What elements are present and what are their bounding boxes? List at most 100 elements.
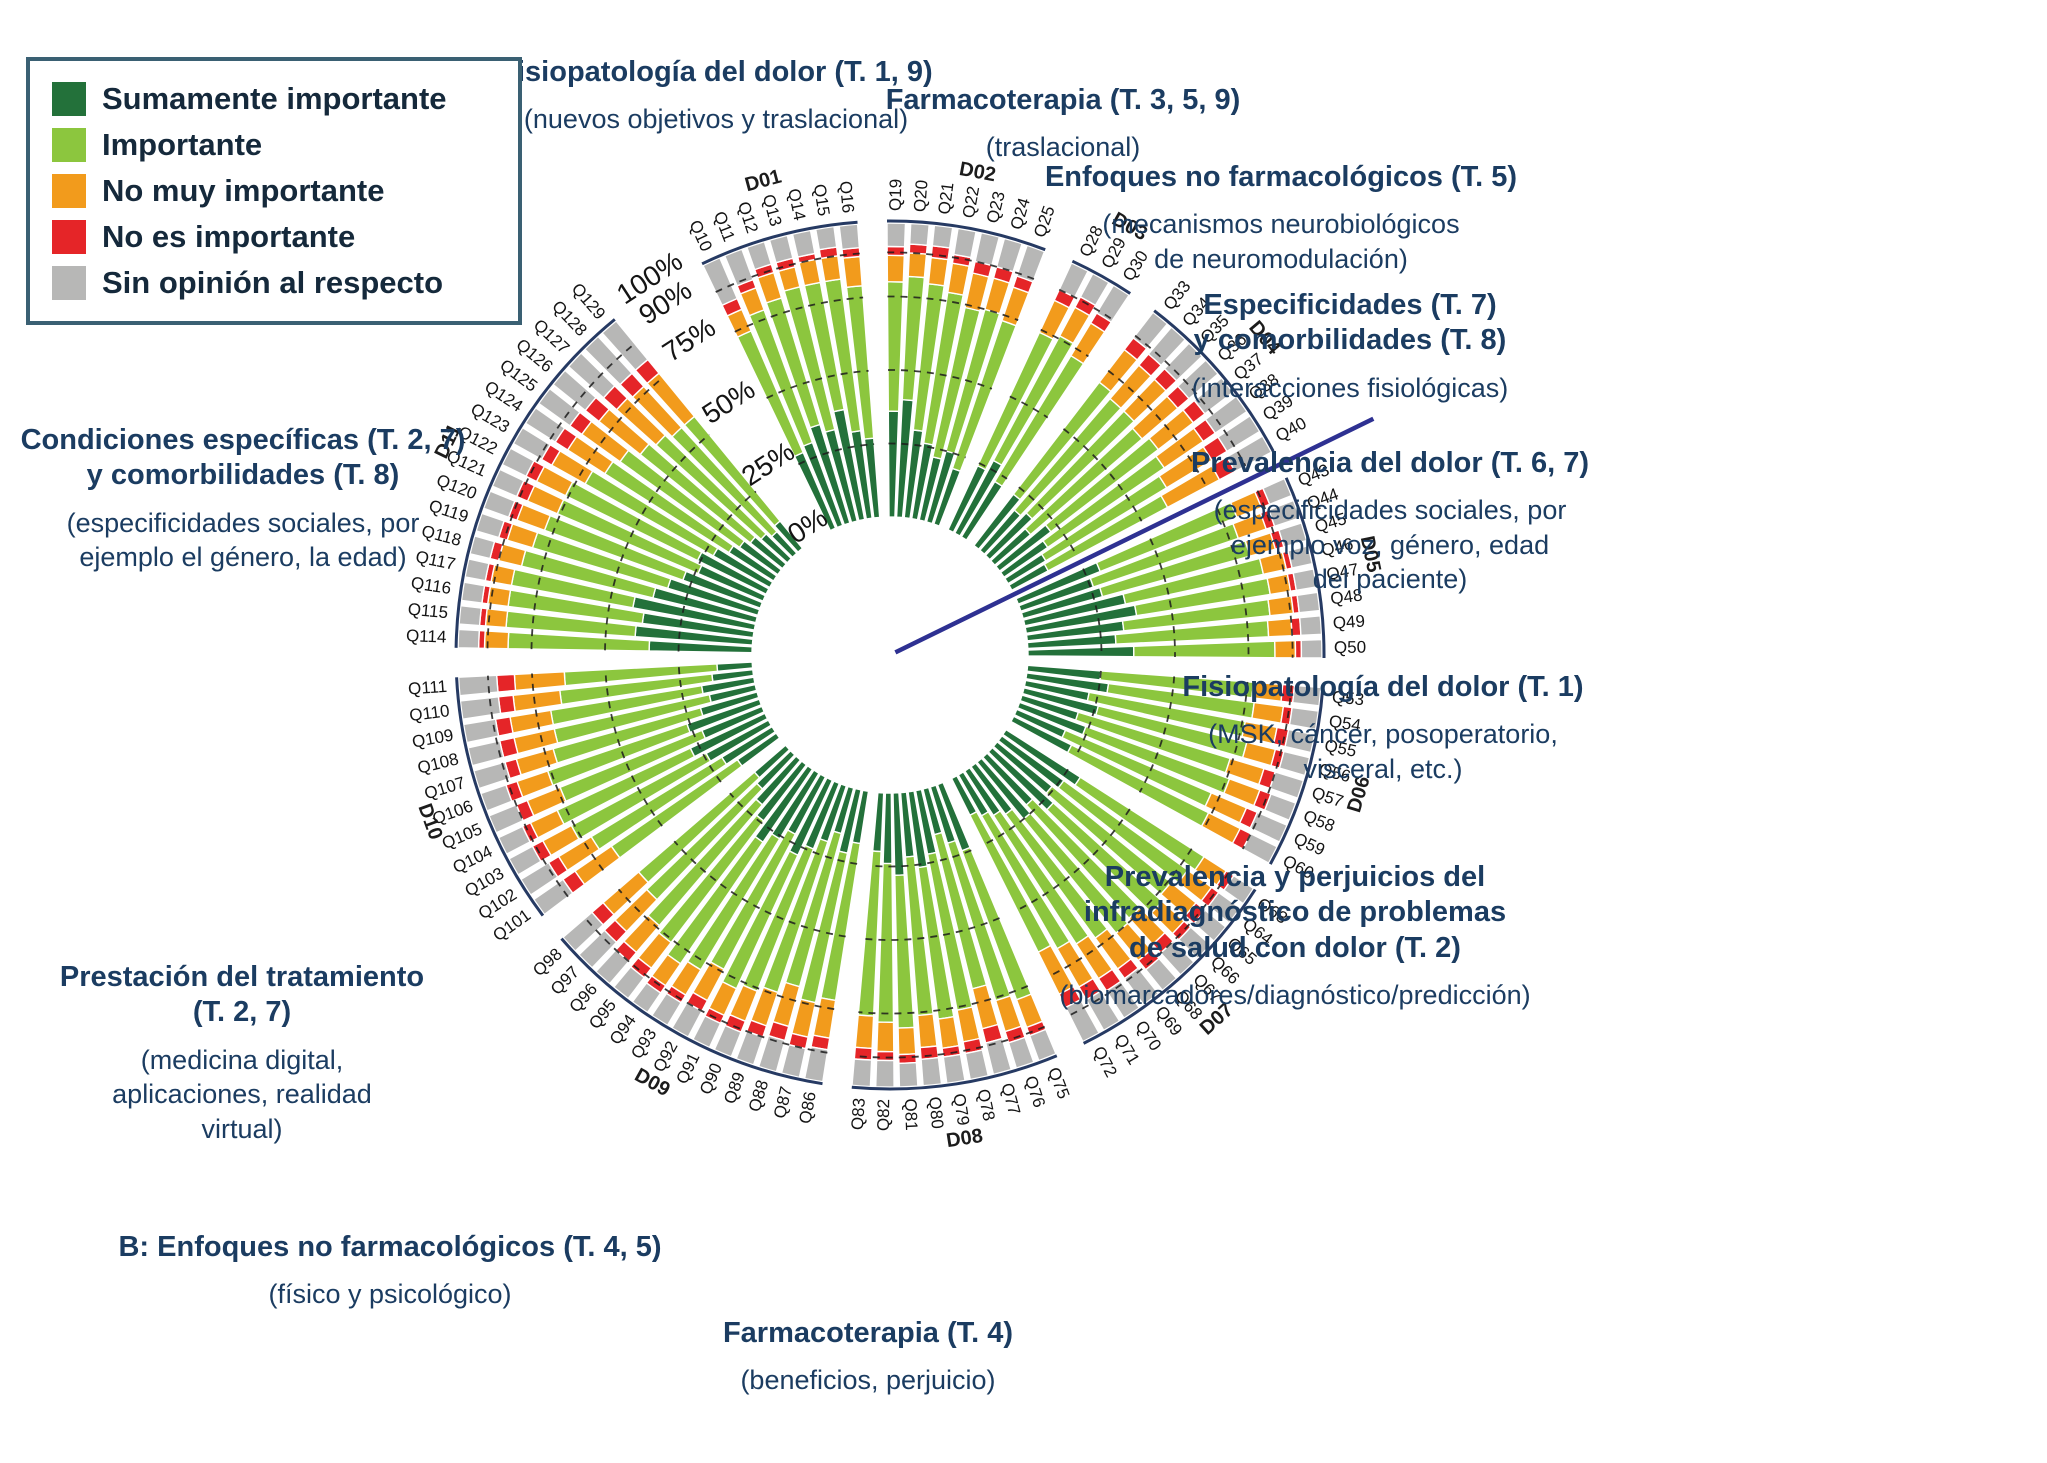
gridline-90-D02 bbox=[887, 251, 1035, 280]
gridline-50-D09 bbox=[673, 840, 846, 938]
bar-segment-Q83-no_muy_importante bbox=[854, 1014, 875, 1050]
question-label-Q22: Q22 bbox=[959, 185, 983, 220]
gridline-25-D07 bbox=[983, 768, 1069, 846]
bar-segment-Q76-sin_opinion bbox=[1007, 1036, 1035, 1069]
bar-segment-Q108-sin_opinion bbox=[467, 739, 505, 767]
bar-segment-Q72-sin_opinion bbox=[1064, 998, 1101, 1043]
bar-segment-Q114-sin_opinion bbox=[457, 628, 481, 649]
annotation-title-line: B: Enfoques no farmacológicos (T. 4, 5) bbox=[118, 1231, 662, 1263]
bar-segment-Q111-sin_opinion bbox=[457, 674, 499, 697]
bar-segment-Q81-no_es_importante bbox=[897, 1053, 918, 1065]
annotation-subtitle-line: (traslacional) bbox=[985, 132, 1141, 163]
legend-label: No muy importante bbox=[102, 173, 385, 208]
legend-swatch-sumamente-importante bbox=[52, 82, 86, 116]
bar-segment-Q36-sin_opinion bbox=[1176, 359, 1219, 400]
bar-segment-Q111-no_es_importante bbox=[495, 673, 517, 693]
question-label-Q14: Q14 bbox=[784, 187, 809, 222]
bar-segment-Q116-sin_opinion bbox=[460, 581, 486, 604]
question-label-Q58: Q58 bbox=[1301, 806, 1338, 835]
annotation-title-line: de salud con dolor (T. 2) bbox=[1129, 931, 1461, 964]
bar-segment-Q119-sin_opinion bbox=[475, 512, 505, 539]
gridline-50-D11 bbox=[604, 433, 710, 651]
bar-segment-Q19-importante bbox=[886, 281, 905, 413]
question-label-Q87: Q87 bbox=[770, 1085, 796, 1121]
gridline-90-D04 bbox=[1134, 334, 1247, 467]
legend-swatch-sin-opinion bbox=[52, 266, 86, 300]
bar-segment-Q47-sin_opinion bbox=[1292, 568, 1318, 592]
bar-segment-Q33-sin_opinion bbox=[1132, 311, 1169, 350]
outer-rim-D01 bbox=[701, 220, 858, 266]
gridline-50-D10 bbox=[604, 669, 663, 827]
annotation-subtitle-line: (medicina digital, bbox=[140, 1044, 344, 1075]
bar-segment-Q16-no_muy_importante bbox=[842, 255, 863, 289]
bar-segment-Q90-sin_opinion bbox=[713, 1024, 742, 1058]
bar-segment-Q83-sumamente_importante bbox=[871, 791, 885, 853]
outer-rim-D10 bbox=[455, 677, 545, 917]
annotation-title-line: infradiagnóstico de problemas bbox=[1083, 896, 1507, 929]
bar-segment-Q38-sin_opinion bbox=[1204, 395, 1248, 435]
question-label-Q89: Q89 bbox=[720, 1070, 749, 1107]
question-label-Q114: Q114 bbox=[406, 626, 447, 647]
legend-item: Sumamente importante bbox=[52, 77, 496, 121]
question-label-Q109: Q109 bbox=[411, 725, 455, 751]
annotation-title-line: Especificidades (T. 7) bbox=[1203, 289, 1497, 321]
annotation-title-line: Farmacoterapia (T. 3, 5, 9) bbox=[885, 84, 1241, 116]
gridline-25-D01 bbox=[798, 443, 875, 466]
gridline-25-D10 bbox=[677, 665, 722, 783]
outer-rim-D06 bbox=[1268, 687, 1325, 865]
legend-item: No muy importante bbox=[52, 169, 496, 213]
bar-segment-Q55-sin_opinion bbox=[1284, 728, 1316, 754]
bar-segment-Q120-sin_opinion bbox=[482, 490, 516, 519]
bar-segment-Q81-sin_opinion bbox=[898, 1061, 919, 1088]
annotation-title-line: Prevalencia y perjuicios del bbox=[1104, 861, 1486, 893]
question-label-Q49: Q49 bbox=[1332, 612, 1365, 633]
bar-segment-Q110-no_es_importante bbox=[497, 694, 516, 715]
question-label-Q54: Q54 bbox=[1328, 712, 1363, 736]
bar-segment-Q128-sin_opinion bbox=[583, 335, 633, 386]
gridline-90-D11 bbox=[486, 343, 636, 649]
gridline-75-D06 bbox=[1203, 681, 1249, 829]
annotation-specificities-comorbidities: Especificidades (T. 7) y comorbilidades … bbox=[1110, 288, 1590, 405]
legend-label: Importante bbox=[102, 127, 263, 162]
annotation-subtitle-line: ejemplo voz, género, edad bbox=[1230, 529, 1550, 560]
bar-segment-Q53-sin_opinion bbox=[1291, 684, 1322, 707]
bar-segment-Q77-sin_opinion bbox=[984, 1037, 1013, 1076]
bar-segment-Q87-no_muy_importante bbox=[790, 998, 817, 1039]
gridline-75-D04 bbox=[1107, 369, 1208, 488]
gridline-90-D06 bbox=[1242, 685, 1293, 850]
radial-tick-label-50%: 50% bbox=[697, 373, 761, 430]
question-label-Q115: Q115 bbox=[407, 600, 449, 623]
bar-segment-Q65-sin_opinion bbox=[1193, 909, 1227, 942]
bar-segment-Q12-sin_opinion bbox=[746, 240, 773, 271]
question-label-Q16: Q16 bbox=[836, 180, 858, 214]
annotation-subtitle-line: (físico y psicológico) bbox=[268, 1279, 512, 1310]
outer-rim-D08 bbox=[851, 1054, 1058, 1091]
domain-label-D08: D08 bbox=[945, 1125, 985, 1152]
gridline-25-D06 bbox=[1074, 670, 1102, 758]
bar-segment-Q86-sin_opinion bbox=[803, 1045, 829, 1083]
bar-segment-Q39-sin_opinion bbox=[1217, 414, 1261, 453]
legend-item: Sin opinión al respecto bbox=[52, 261, 496, 305]
annotation-prevalence-underdiagnosis-t2: Prevalencia y perjuicios del infradiagnó… bbox=[1005, 860, 1585, 1013]
question-label-Q48: Q48 bbox=[1329, 586, 1363, 609]
gridline-75-D03 bbox=[1040, 328, 1089, 358]
bar-segment-Q121-sin_opinion bbox=[491, 468, 525, 498]
annotation-subtitle-line: (mecanismos neurobiológicos bbox=[1102, 209, 1460, 240]
bar-segment-Q82-sin_opinion bbox=[874, 1059, 895, 1088]
bar-segment-Q107-sin_opinion bbox=[472, 761, 511, 790]
bar-segment-Q19-sin_opinion bbox=[886, 222, 907, 248]
annotation-title-line: (T. 2, 7) bbox=[192, 996, 292, 1029]
question-label-Q78: Q78 bbox=[973, 1087, 998, 1122]
bar-segment-Q15-sin_opinion bbox=[814, 225, 838, 251]
bar-segment-Q122-sin_opinion bbox=[501, 447, 535, 478]
question-label-Q111: Q111 bbox=[407, 677, 447, 699]
bar-segment-Q15-no_muy_importante bbox=[819, 255, 842, 283]
bar-segment-Q63-sin_opinion bbox=[1223, 874, 1255, 905]
gridline-90-D07 bbox=[1069, 872, 1230, 1017]
gridline-50-D06 bbox=[1138, 676, 1176, 793]
bar-segment-Q49-sin_opinion bbox=[1298, 615, 1323, 637]
question-label-Q110: Q110 bbox=[408, 701, 450, 725]
bar-segment-Q109-no_muy_importante bbox=[509, 709, 555, 734]
annotation-non-pharmacological-b-t4-5: B: Enfoques no farmacológicos (T. 4, 5) … bbox=[100, 1230, 680, 1312]
